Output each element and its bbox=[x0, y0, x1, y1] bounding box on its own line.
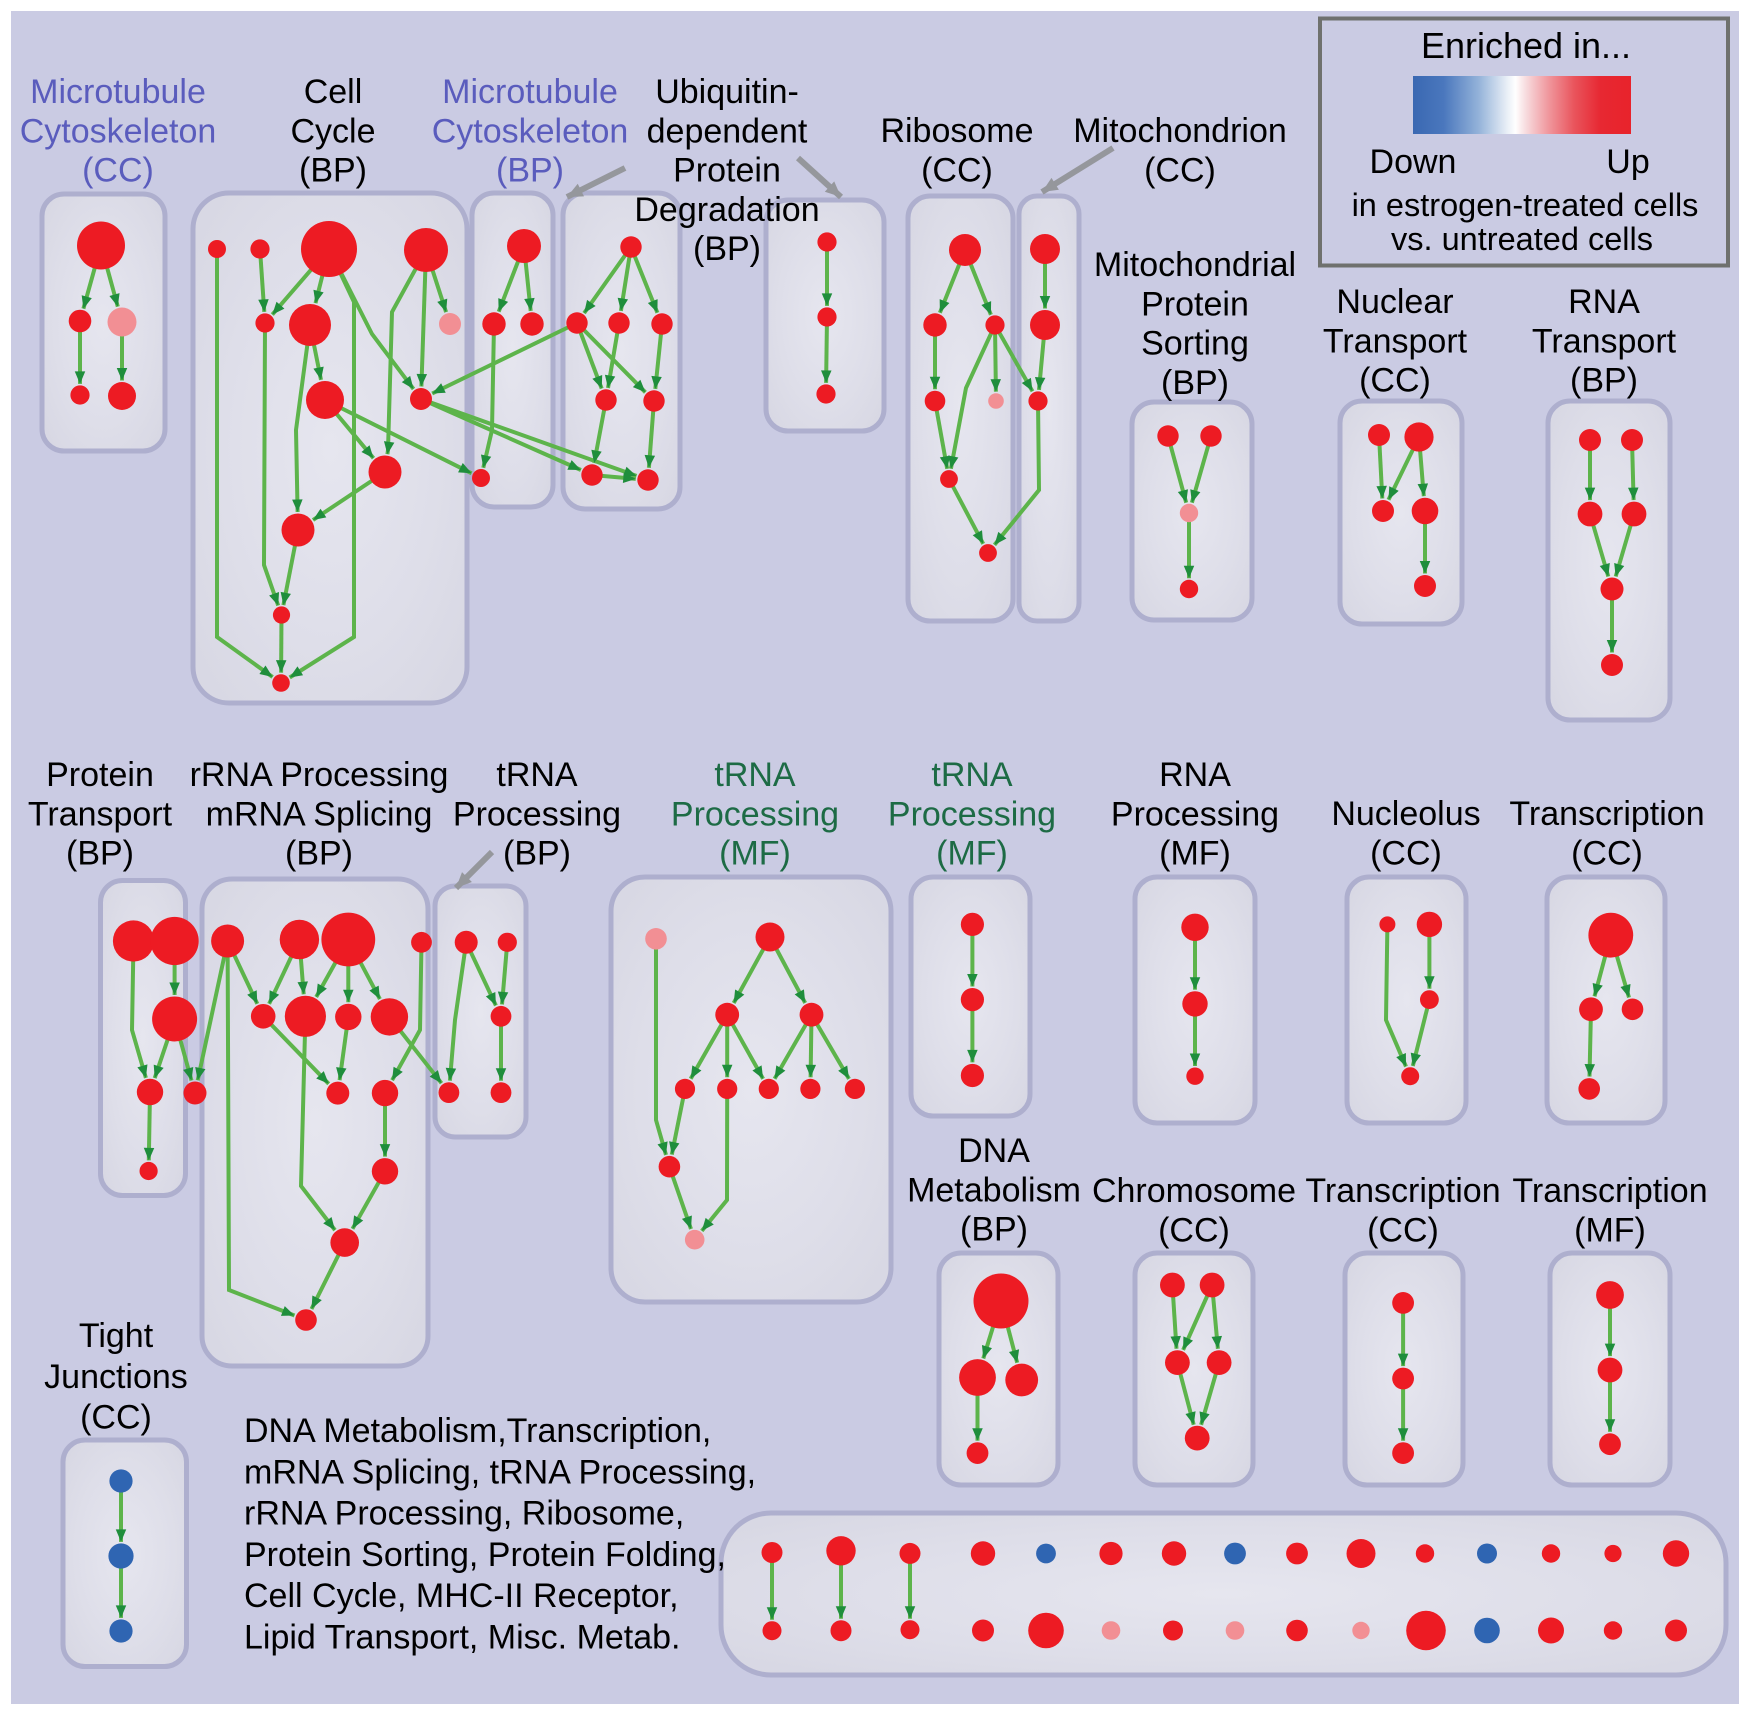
svg-text:(BP): (BP) bbox=[693, 230, 761, 268]
svg-text:(MF): (MF) bbox=[1574, 1211, 1646, 1249]
svg-text:(BP): (BP) bbox=[285, 835, 353, 873]
svg-text:Microtubule: Microtubule bbox=[442, 73, 618, 111]
svg-text:Junctions: Junctions bbox=[44, 1358, 188, 1396]
svg-text:(CC): (CC) bbox=[921, 151, 993, 189]
svg-text:(BP): (BP) bbox=[960, 1211, 1028, 1249]
svg-text:(MF): (MF) bbox=[936, 835, 1008, 873]
svg-text:Processing: Processing bbox=[888, 795, 1056, 833]
svg-text:(BP): (BP) bbox=[496, 152, 564, 190]
svg-text:Processing: Processing bbox=[453, 795, 621, 833]
svg-text:(BP): (BP) bbox=[1161, 364, 1229, 402]
svg-text:(CC): (CC) bbox=[1571, 834, 1643, 872]
svg-text:Transport: Transport bbox=[1323, 322, 1468, 360]
svg-text:Processing: Processing bbox=[671, 795, 839, 833]
svg-text:(MF): (MF) bbox=[1159, 835, 1231, 873]
svg-text:Protein: Protein bbox=[1141, 285, 1249, 323]
svg-text:DNA Metabolism,Transcription,: DNA Metabolism,Transcription, bbox=[244, 1412, 711, 1450]
svg-text:Microtubule: Microtubule bbox=[30, 73, 206, 111]
svg-text:(CC): (CC) bbox=[1367, 1211, 1439, 1249]
svg-text:Transcription: Transcription bbox=[1509, 795, 1704, 833]
svg-text:(CC): (CC) bbox=[1144, 151, 1216, 189]
svg-text:RNA: RNA bbox=[1568, 283, 1640, 321]
svg-text:mRNA Splicing: mRNA Splicing bbox=[206, 795, 433, 833]
svg-text:dependent: dependent bbox=[647, 112, 808, 150]
svg-text:Protein Sorting, Protein Foldi: Protein Sorting, Protein Folding, bbox=[244, 1536, 726, 1574]
svg-text:Metabolism: Metabolism bbox=[907, 1171, 1081, 1209]
svg-text:mRNA Splicing, tRNA Processing: mRNA Splicing, tRNA Processing, bbox=[244, 1453, 756, 1491]
svg-text:Mitochondrion: Mitochondrion bbox=[1073, 112, 1287, 150]
svg-text:(BP): (BP) bbox=[503, 835, 571, 873]
svg-text:RNA: RNA bbox=[1159, 756, 1231, 794]
svg-text:Nucleolus: Nucleolus bbox=[1331, 795, 1480, 833]
svg-text:Transcription: Transcription bbox=[1305, 1172, 1500, 1210]
svg-text:Cell: Cell bbox=[304, 73, 363, 111]
svg-text:Protein: Protein bbox=[46, 756, 154, 794]
svg-text:DNA: DNA bbox=[958, 1132, 1030, 1170]
svg-text:Down: Down bbox=[1370, 143, 1457, 181]
svg-text:Cycle: Cycle bbox=[290, 112, 375, 150]
svg-text:(CC): (CC) bbox=[1158, 1211, 1230, 1249]
svg-text:Cytoskeleton: Cytoskeleton bbox=[432, 112, 629, 150]
svg-text:Chromosome: Chromosome bbox=[1092, 1172, 1296, 1210]
svg-text:rRNA Processing: rRNA Processing bbox=[190, 756, 449, 794]
svg-text:tRNA: tRNA bbox=[931, 756, 1013, 794]
svg-text:(MF): (MF) bbox=[719, 835, 791, 873]
svg-text:rRNA Processing, Ribosome,: rRNA Processing, Ribosome, bbox=[244, 1495, 684, 1533]
svg-text:(CC): (CC) bbox=[82, 152, 154, 190]
svg-text:Enriched in...: Enriched in... bbox=[1421, 25, 1631, 66]
svg-text:tRNA: tRNA bbox=[714, 756, 796, 794]
svg-text:Tight: Tight bbox=[79, 1317, 154, 1355]
svg-text:Cytoskeleton: Cytoskeleton bbox=[20, 112, 217, 150]
svg-text:in estrogen-treated cells: in estrogen-treated cells bbox=[1352, 187, 1699, 223]
svg-text:Transcription: Transcription bbox=[1512, 1172, 1707, 1210]
svg-text:Processing: Processing bbox=[1111, 795, 1279, 833]
svg-text:Nuclear: Nuclear bbox=[1336, 283, 1453, 321]
svg-text:Transport: Transport bbox=[1532, 322, 1677, 360]
svg-text:(CC): (CC) bbox=[80, 1399, 152, 1437]
svg-text:(BP): (BP) bbox=[1570, 362, 1638, 400]
svg-text:Sorting: Sorting bbox=[1141, 325, 1249, 363]
svg-text:Lipid Transport, Misc. Metab.: Lipid Transport, Misc. Metab. bbox=[244, 1619, 681, 1657]
svg-text:Degradation: Degradation bbox=[634, 191, 819, 229]
svg-text:(CC): (CC) bbox=[1370, 834, 1442, 872]
svg-text:Protein: Protein bbox=[673, 152, 781, 190]
svg-text:(BP): (BP) bbox=[299, 152, 367, 190]
svg-text:vs. untreated cells: vs. untreated cells bbox=[1391, 221, 1653, 257]
svg-text:Ubiquitin-: Ubiquitin- bbox=[655, 73, 799, 111]
svg-text:Mitochondrial: Mitochondrial bbox=[1094, 246, 1296, 284]
svg-text:(CC): (CC) bbox=[1359, 362, 1431, 400]
svg-text:(BP): (BP) bbox=[66, 835, 134, 873]
svg-text:Up: Up bbox=[1606, 143, 1649, 181]
svg-text:Transport: Transport bbox=[28, 795, 173, 833]
svg-text:tRNA: tRNA bbox=[496, 756, 578, 794]
svg-text:Cell Cycle, MHC-II Receptor,: Cell Cycle, MHC-II Receptor, bbox=[244, 1577, 679, 1615]
svg-text:Ribosome: Ribosome bbox=[880, 112, 1033, 150]
